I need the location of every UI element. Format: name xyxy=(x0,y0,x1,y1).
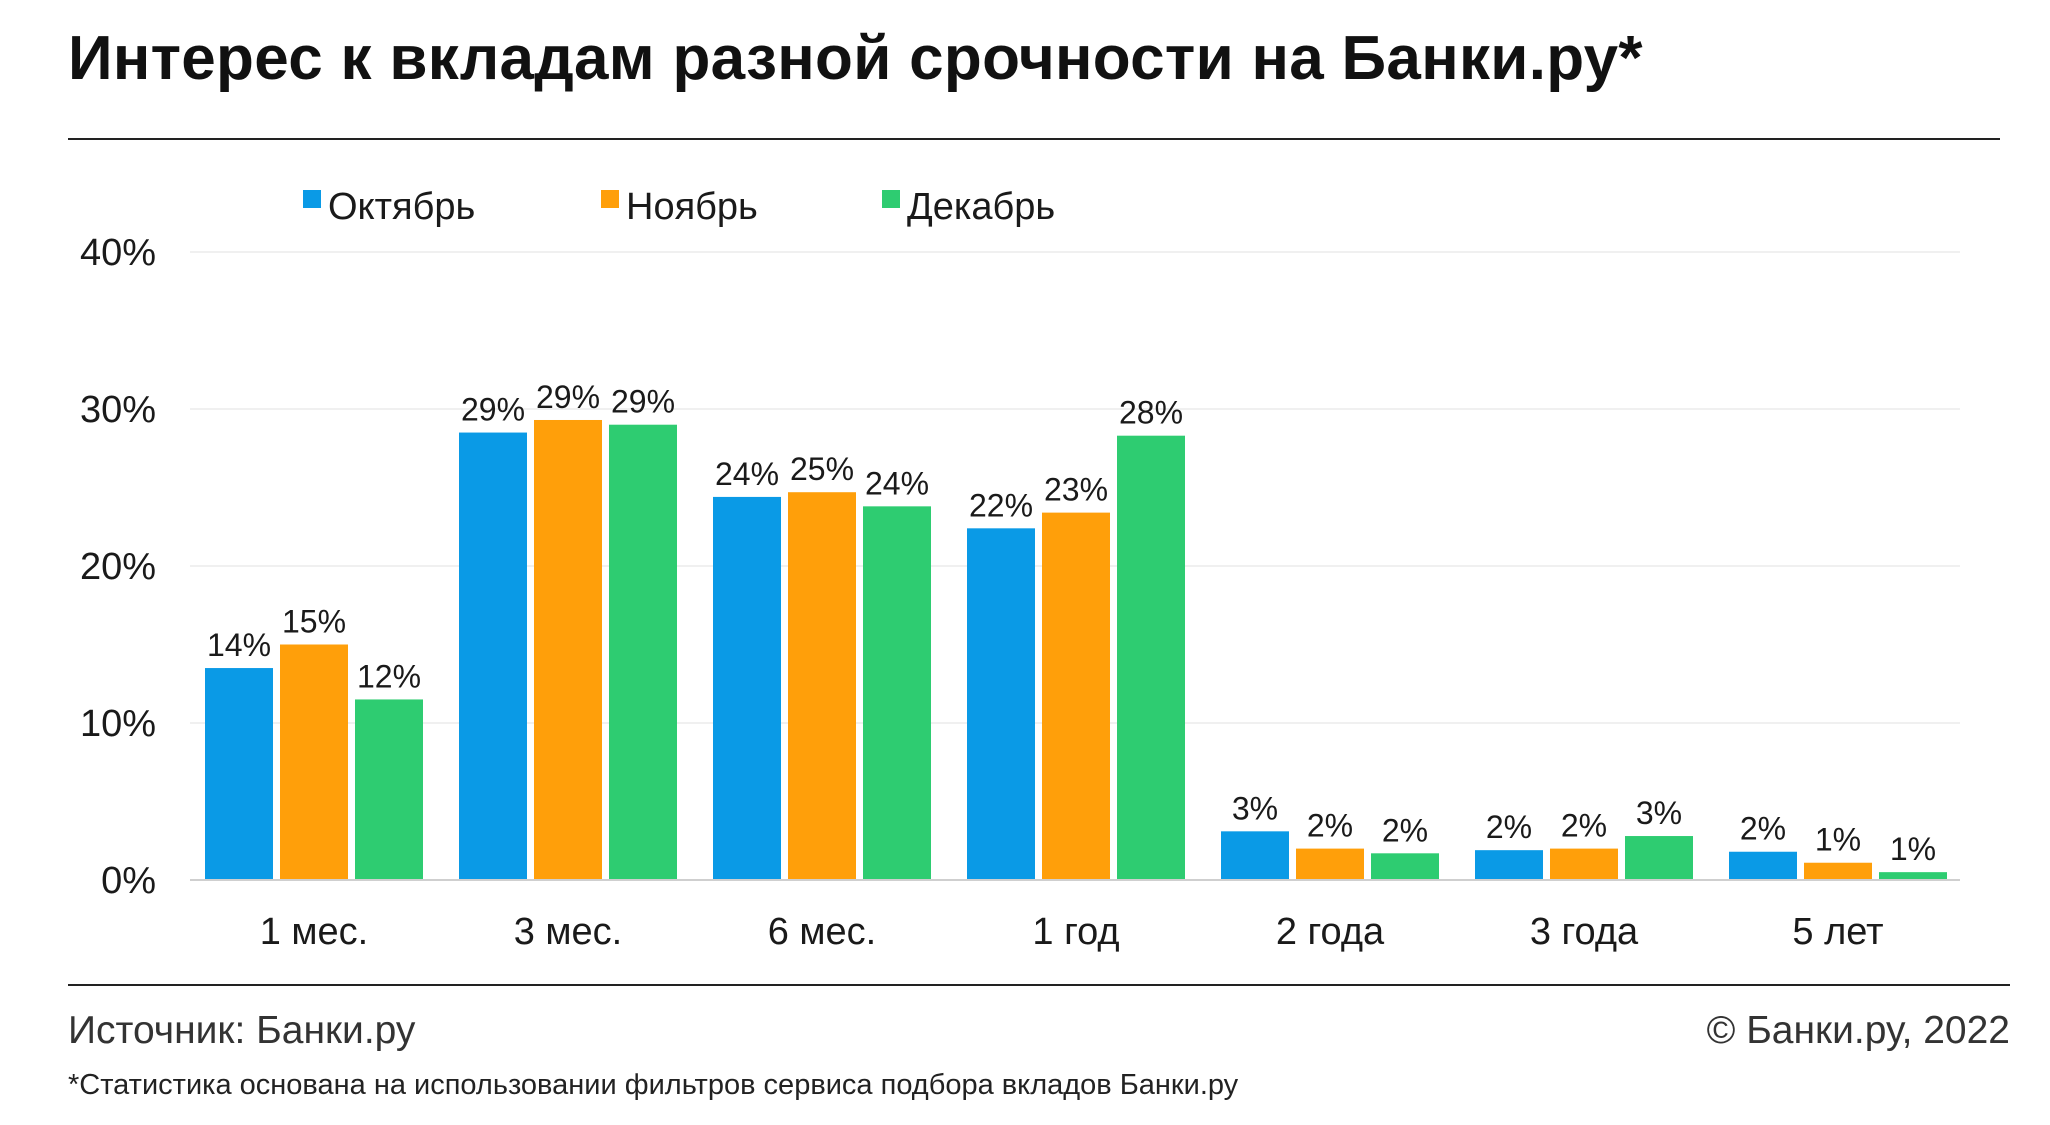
footnote-text: *Статистика основана на использовании фи… xyxy=(68,1069,1239,1101)
legend-swatch xyxy=(303,190,321,208)
legend: Октябрь Ноябрь Декабрь xyxy=(303,186,1055,228)
bar xyxy=(967,528,1035,880)
bar-value-label: 12% xyxy=(357,658,421,694)
bar-value-label: 22% xyxy=(969,487,1033,523)
bar-value-label: 24% xyxy=(715,456,779,492)
bar xyxy=(863,506,931,880)
bar-chart: 14% 29% 24% 22% 3% 2% 2% 15% 29% 25% 23% 2% 2% 1% 12% 2… xyxy=(80,186,1960,953)
bar xyxy=(355,699,423,880)
bar xyxy=(205,668,273,880)
x-tick-label: 1 мес. xyxy=(260,911,369,953)
x-tick-label: 5 лет xyxy=(1792,911,1883,953)
bar-value-label: 2% xyxy=(1382,812,1428,848)
y-tick-label: 40% xyxy=(80,232,156,274)
x-tick-label: 2 года xyxy=(1276,911,1385,953)
x-tick-label: 6 мес. xyxy=(768,911,877,953)
data-labels: 14% 29% 24% 22% 3% 2% 2% 15% 29% 25% 23% 2% 2% 1% 12% 2… xyxy=(207,379,1936,867)
bar-value-label: 2% xyxy=(1307,808,1353,844)
bar xyxy=(1371,853,1439,880)
title-divider xyxy=(68,138,2000,140)
bar-value-label: 1% xyxy=(1815,822,1861,858)
bar xyxy=(459,432,527,880)
copyright-text: © Банки.ру, 2022 xyxy=(1706,1009,2010,1052)
bar xyxy=(609,424,677,880)
bar-value-label: 29% xyxy=(536,379,600,415)
bar xyxy=(280,644,348,880)
bar-value-label: 3% xyxy=(1232,790,1278,826)
axes: 0% 10% 20% 30% 40% 1 мес. 3 мес. 6 мес. 1 год 2 г… xyxy=(80,232,1960,953)
bar-value-label: 23% xyxy=(1044,472,1108,508)
bars xyxy=(205,419,1947,880)
legend-label: Декабрь xyxy=(907,186,1055,228)
footer-divider xyxy=(68,984,2010,986)
bar xyxy=(1042,512,1110,880)
bar-value-label: 28% xyxy=(1119,395,1183,431)
bar xyxy=(534,419,602,880)
bar-value-label: 15% xyxy=(282,604,346,640)
bar-value-label: 25% xyxy=(790,451,854,487)
y-tick-label: 0% xyxy=(101,860,156,902)
bar-value-label: 1% xyxy=(1890,831,1936,867)
legend-label: Октябрь xyxy=(328,186,475,228)
chart-title: Интерес к вкладам разной срочности на Ба… xyxy=(68,24,1643,93)
y-tick-label: 30% xyxy=(80,389,156,431)
bar-value-label: 2% xyxy=(1486,809,1532,845)
bar xyxy=(713,496,781,880)
bar xyxy=(1804,862,1872,880)
bar-value-label: 29% xyxy=(611,384,675,420)
source-text: Источник: Банки.ру xyxy=(68,1009,416,1052)
bar-value-label: 14% xyxy=(207,627,271,663)
bar xyxy=(1475,850,1543,880)
bar-value-label: 24% xyxy=(865,465,929,501)
legend-label: Ноябрь xyxy=(626,186,758,228)
bar xyxy=(1221,831,1289,880)
bar xyxy=(1117,435,1185,880)
bar xyxy=(788,492,856,880)
bar-value-label: 2% xyxy=(1561,808,1607,844)
bar-value-label: 3% xyxy=(1636,795,1682,831)
x-tick-label: 3 мес. xyxy=(514,911,623,953)
bar xyxy=(1729,851,1797,880)
y-tick-label: 10% xyxy=(80,703,156,745)
x-tick-label: 3 года xyxy=(1530,911,1639,953)
bar xyxy=(1296,848,1364,880)
bar xyxy=(1625,836,1693,880)
legend-swatch xyxy=(601,190,619,208)
bar xyxy=(1550,848,1618,880)
bar xyxy=(1879,872,1947,880)
legend-swatch xyxy=(882,190,900,208)
bar-value-label: 29% xyxy=(461,392,525,428)
bar-value-label: 2% xyxy=(1740,811,1786,847)
y-tick-label: 20% xyxy=(80,546,156,588)
x-tick-label: 1 год xyxy=(1032,911,1119,953)
